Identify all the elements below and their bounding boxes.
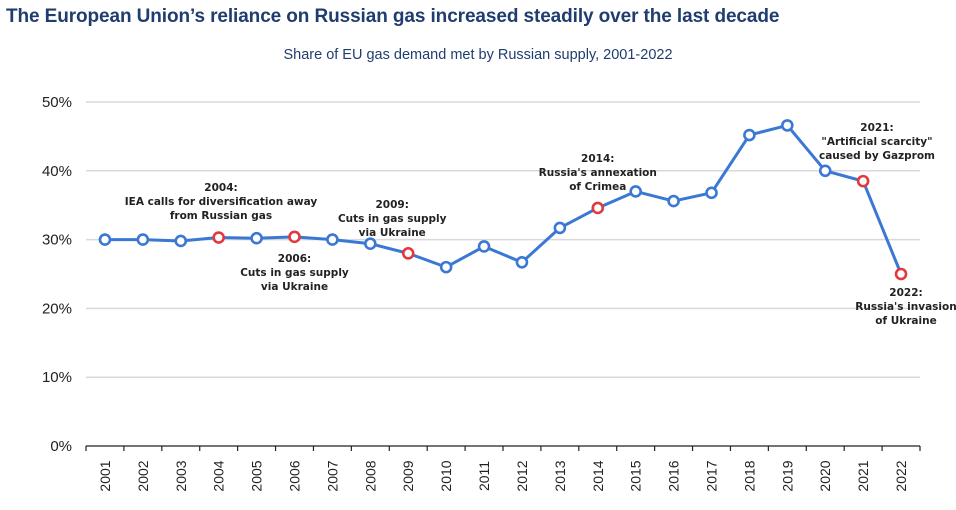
data-point — [818, 164, 832, 178]
annotation-2009: 2009: Cuts in gas supply via Ukraine — [338, 199, 447, 239]
annotation-2004: 2004: IEA calls for diversification away f… — [125, 182, 318, 222]
x-tick-label: 2019 — [779, 460, 795, 491]
x-tick-label: 2022 — [893, 460, 909, 491]
x-tick-label: 2008 — [362, 460, 378, 491]
annotation-line: from Russian gas — [170, 210, 272, 222]
series-line — [104, 123, 903, 275]
annotation-line: 2004: — [204, 182, 237, 194]
annotation-line: IEA calls for diversification away — [125, 196, 318, 208]
annotation-2006: 2006: Cuts in gas supply via Ukraine — [240, 253, 349, 293]
x-tick-label: 2018 — [741, 460, 757, 491]
x-tick-label: 2021 — [855, 460, 871, 491]
annotation-2014: 2014: Russia's annexation of Crimea — [539, 153, 657, 193]
x-tick-label: 2005 — [249, 460, 265, 491]
annotation-line: Cuts in gas supply — [240, 267, 349, 279]
x-tick-label: 2014 — [590, 460, 606, 491]
x-tick-label: 2012 — [514, 460, 530, 491]
highlighted-data-point — [212, 231, 225, 244]
annotation-2022: 2022: Russia's invasion of Ukraine — [855, 287, 956, 327]
highlighted-data-point — [856, 174, 870, 188]
highlighted-data-point — [288, 230, 301, 244]
x-tick-label: 2011 — [476, 461, 492, 491]
data-point — [705, 186, 718, 200]
annotation-line: 2009: — [376, 199, 409, 211]
data-point — [477, 240, 491, 253]
y-tick-label: 50% — [42, 94, 72, 111]
x-tick-label: 2017 — [704, 460, 720, 491]
annotation-line: 2022: — [889, 287, 922, 299]
x-tick-label: 2004 — [211, 460, 227, 491]
x-tick-label: 2016 — [666, 460, 682, 491]
x-tick-label: 2015 — [628, 460, 644, 491]
x-tick-label: 2007 — [324, 460, 340, 491]
highlighted-data-point — [401, 247, 415, 260]
gridlines — [86, 101, 920, 378]
annotation-line: Cuts in gas supply — [338, 213, 447, 225]
x-tick-label: 2009 — [400, 460, 416, 491]
data-point — [439, 260, 453, 274]
annotation-line: "Artificial scarcity" — [821, 136, 932, 148]
data-point — [781, 119, 794, 132]
annotation-line: 2014: — [581, 153, 614, 165]
data-point — [364, 237, 377, 251]
x-tick-label: 2020 — [817, 460, 833, 491]
data-point — [667, 194, 680, 208]
highlighted-data-point — [591, 201, 605, 215]
x-tick-label: 2010 — [438, 460, 454, 491]
x-tick-label: 2013 — [552, 460, 568, 491]
annotation-line: via Ukraine — [261, 281, 328, 293]
x-tick-label: 2003 — [173, 460, 189, 491]
x-tick-label: 2002 — [135, 460, 151, 491]
x-tick-label: 2006 — [287, 460, 303, 491]
data-point — [553, 221, 567, 235]
chart-title: Share of EU gas demand met by Russian su… — [283, 47, 673, 63]
data-point — [174, 234, 188, 248]
y-tick-label: 10% — [42, 369, 72, 386]
annotation-line: via Ukraine — [359, 227, 426, 239]
annotation-line: 2006: — [278, 253, 311, 265]
data-series — [98, 119, 908, 281]
annotation-line: 2021: — [860, 122, 893, 134]
y-axis-ticks: 0% 10% 20% 30% 40% 50% — [42, 94, 72, 455]
data-point — [629, 185, 642, 198]
data-point — [136, 233, 150, 246]
annotation-line: of Ukraine — [875, 315, 936, 327]
annotations: 2004: IEA calls for diversification away f… — [125, 122, 956, 327]
y-tick-label: 30% — [42, 232, 72, 249]
data-point — [326, 233, 339, 246]
x-tick-label: 2001 — [97, 460, 113, 491]
x-axis: 2001 2002 2003 2004 2005 2006 2007 2008 2009 2010… — [85, 445, 921, 492]
data-point — [98, 233, 112, 246]
annotation-2021: 2021: "Artificial scarcity" caused by Gazp… — [819, 122, 935, 162]
data-point — [743, 128, 756, 142]
y-tick-label: 20% — [42, 300, 72, 317]
y-tick-label: 40% — [42, 163, 72, 180]
page-title: The European Union’s reliance on Russian… — [6, 6, 780, 27]
data-point — [250, 231, 263, 245]
annotation-line: Russia's invasion — [855, 301, 956, 313]
annotation-line: Russia's annexation — [539, 167, 657, 179]
y-tick-label: 0% — [50, 438, 72, 455]
data-point — [515, 256, 529, 269]
highlighted-data-point — [894, 267, 908, 281]
annotation-line: of Crimea — [569, 181, 626, 193]
annotation-line: caused by Gazprom — [819, 150, 935, 162]
